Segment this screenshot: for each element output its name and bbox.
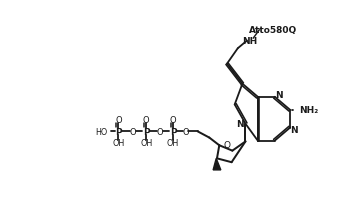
Text: N: N [275,91,282,100]
Text: OH: OH [140,139,152,148]
Text: O: O [170,116,176,125]
Text: O: O [115,116,122,125]
Text: N: N [236,120,244,129]
Text: N: N [290,126,298,135]
Text: NH₂: NH₂ [299,106,319,115]
Text: OH: OH [167,139,179,148]
Text: P: P [115,127,122,136]
Text: O: O [143,116,150,125]
Polygon shape [213,159,221,170]
Text: O: O [223,141,230,150]
Text: O: O [157,127,163,136]
Text: O: O [182,127,189,136]
Text: OH: OH [112,139,125,148]
Text: P: P [143,127,150,136]
Text: NH: NH [243,37,258,46]
Text: HO: HO [95,127,108,136]
Text: Atto580Q: Atto580Q [249,26,297,35]
Text: O: O [130,127,137,136]
Text: P: P [170,127,176,136]
